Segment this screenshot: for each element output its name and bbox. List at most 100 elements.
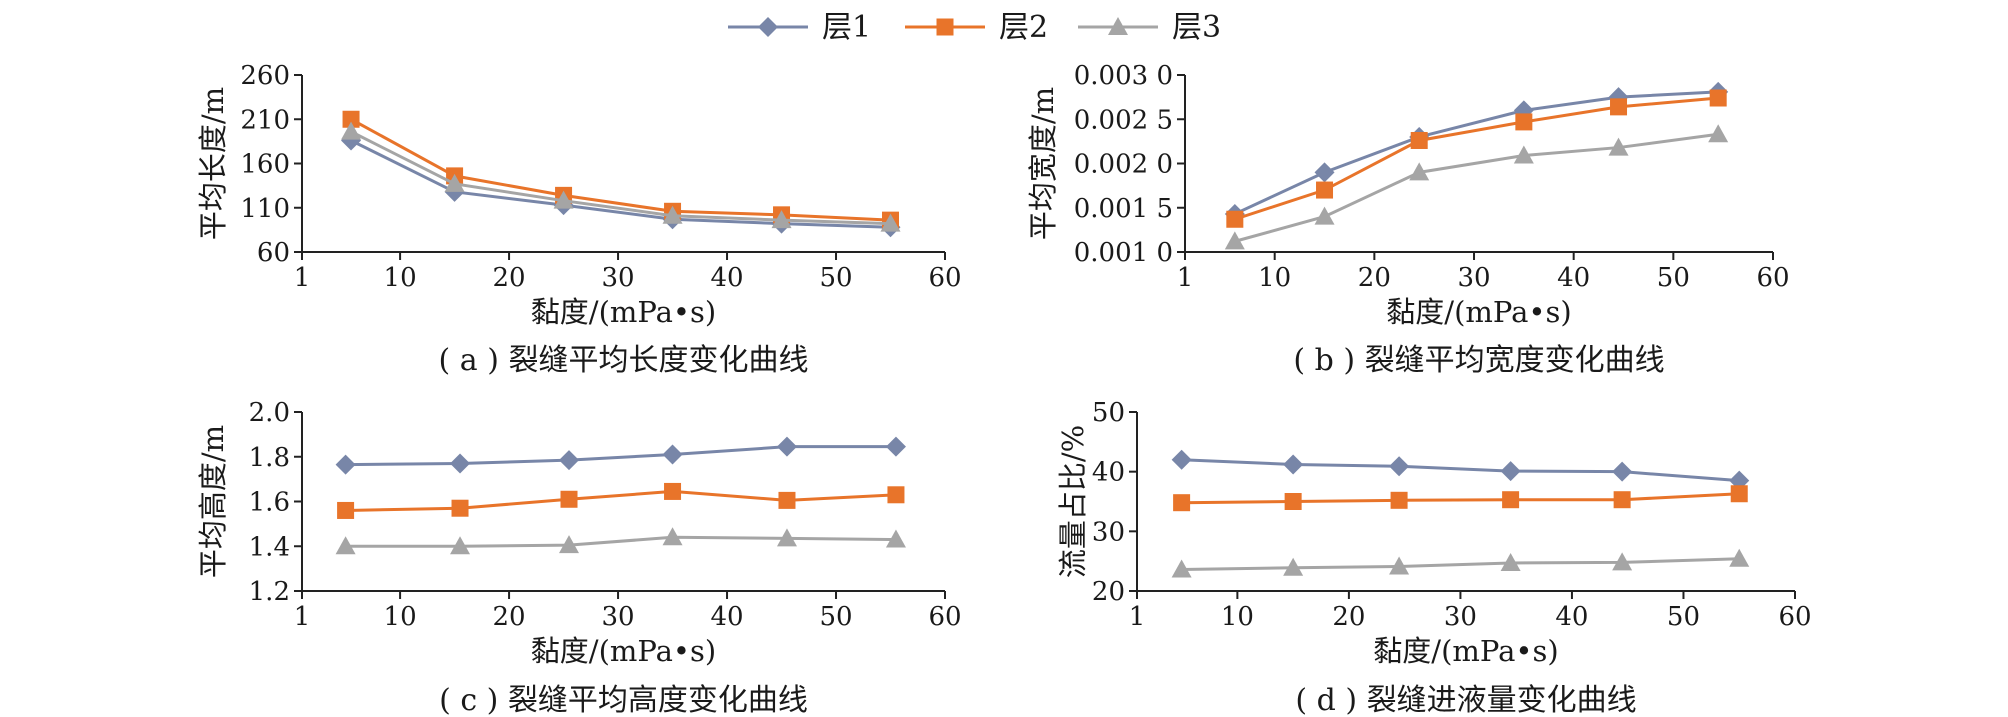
data-point <box>1515 113 1533 131</box>
data-point <box>1283 557 1304 576</box>
legend: 层1 层2 层3 <box>728 10 1221 45</box>
data-point <box>559 450 580 471</box>
legend-marker <box>758 17 778 37</box>
y-tick-label: 30 <box>1092 517 1125 547</box>
y-tick-label: 210 <box>240 105 290 135</box>
y-axis-title: 平均宽度/m <box>1026 87 1060 240</box>
data-point <box>1314 206 1335 225</box>
data-point <box>1284 493 1302 510</box>
x-axis-title: 黏度/(mPa•s) <box>531 634 716 668</box>
data-point <box>450 453 471 474</box>
y-tick-label: 1.4 <box>249 532 290 562</box>
series-line <box>1234 132 1719 243</box>
y-tick-label: 0.001 0 <box>1074 238 1173 268</box>
data-point <box>1612 552 1633 571</box>
data-point <box>1314 162 1335 183</box>
series-line <box>345 535 896 548</box>
x-axis-title: 黏度/(mPa•s) <box>1386 295 1571 329</box>
x-axis-title: 黏度/(mPa•s) <box>531 295 716 329</box>
x-tick-label: 10 <box>1258 263 1291 293</box>
data-point <box>771 210 792 229</box>
x-tick-label: 10 <box>384 602 417 632</box>
data-point <box>1708 124 1729 143</box>
data-point <box>1613 491 1631 509</box>
data-point <box>1171 559 1192 578</box>
data-point <box>1610 98 1628 116</box>
data-point <box>1612 461 1633 482</box>
legend-marker <box>936 18 954 36</box>
series <box>1226 89 1727 228</box>
data-point <box>450 536 471 555</box>
data-point <box>1500 461 1521 482</box>
data-point <box>664 482 682 500</box>
chart-caption: ( c ) 裂缝平均高度变化曲线 <box>439 683 808 717</box>
data-point <box>1500 552 1521 571</box>
x-tick-label: 40 <box>1557 263 1590 293</box>
data-point <box>1224 231 1245 250</box>
series <box>1171 449 1750 491</box>
x-tick-label: 60 <box>1778 602 1811 632</box>
y-tick-label: 1.2 <box>249 577 290 607</box>
x-tick-label: 50 <box>819 602 852 632</box>
legend-item: 层3 <box>1078 10 1221 45</box>
series-line <box>350 130 891 226</box>
x-tick-label: 10 <box>384 263 417 293</box>
series <box>335 527 906 555</box>
series <box>337 482 905 519</box>
x-tick-label: 20 <box>1358 263 1391 293</box>
legend-label: 层2 <box>999 10 1048 45</box>
data-point <box>662 527 683 546</box>
data-point <box>887 486 905 504</box>
y-tick-label: 0.002 0 <box>1074 150 1173 180</box>
y-tick-label: 0.003 0 <box>1074 61 1173 91</box>
series <box>1173 485 1748 512</box>
chart-caption: ( a ) 裂缝平均长度变化曲线 <box>439 343 809 378</box>
x-tick-label: 40 <box>710 263 743 293</box>
data-point <box>778 491 796 509</box>
series-line <box>1234 90 1719 216</box>
series <box>335 436 906 475</box>
y-tick-label: 40 <box>1092 458 1125 488</box>
x-tick-label: 30 <box>602 602 635 632</box>
y-axis-title: 平均高度/m <box>196 425 230 578</box>
chart-caption: ( d ) 裂缝进液量变化曲线 <box>1295 683 1636 717</box>
y-tick-label: 2.0 <box>249 398 290 428</box>
series-line <box>1234 96 1719 221</box>
data-point <box>560 490 578 508</box>
legend-label: 层1 <box>822 10 871 45</box>
data-point <box>553 190 574 209</box>
series-line <box>350 117 891 222</box>
data-point <box>444 173 465 192</box>
data-point <box>1502 491 1520 509</box>
data-point <box>1730 485 1748 503</box>
legend-label: 层3 <box>1172 10 1221 45</box>
x-axis-title: 黏度/(mPa•s) <box>1373 634 1558 668</box>
data-point <box>662 444 683 465</box>
x-tick-label: 60 <box>928 602 961 632</box>
y-tick-label: 50 <box>1092 398 1125 428</box>
x-tick-label: 40 <box>710 602 743 632</box>
data-point <box>1389 556 1410 575</box>
data-point <box>451 499 469 517</box>
series-line <box>1181 557 1740 572</box>
x-tick-label: 1 <box>294 602 311 632</box>
x-tick-label: 50 <box>1667 602 1700 632</box>
data-point <box>1608 137 1629 156</box>
data-point <box>1283 454 1304 475</box>
data-point <box>662 205 683 224</box>
series <box>1171 548 1750 578</box>
x-tick-label: 40 <box>1555 602 1588 632</box>
series-line <box>345 445 896 467</box>
x-tick-label: 50 <box>1657 263 1690 293</box>
chart-panel-d: 20 30 40 50 1 10 20 30 40 50 60 黏度/(mPa•s) 流量占比/% ( d… <box>1056 398 1812 717</box>
y-axis-title: 流量占比/% <box>1056 425 1090 578</box>
data-point <box>1390 491 1408 509</box>
y-tick-label: 0.001 5 <box>1074 194 1173 224</box>
x-tick-label: 60 <box>928 263 961 293</box>
x-tick-label: 20 <box>493 602 526 632</box>
y-tick-label: 1.8 <box>249 443 290 473</box>
x-tick-label: 20 <box>493 263 526 293</box>
x-tick-label: 1 <box>1129 602 1146 632</box>
data-point <box>335 454 356 475</box>
